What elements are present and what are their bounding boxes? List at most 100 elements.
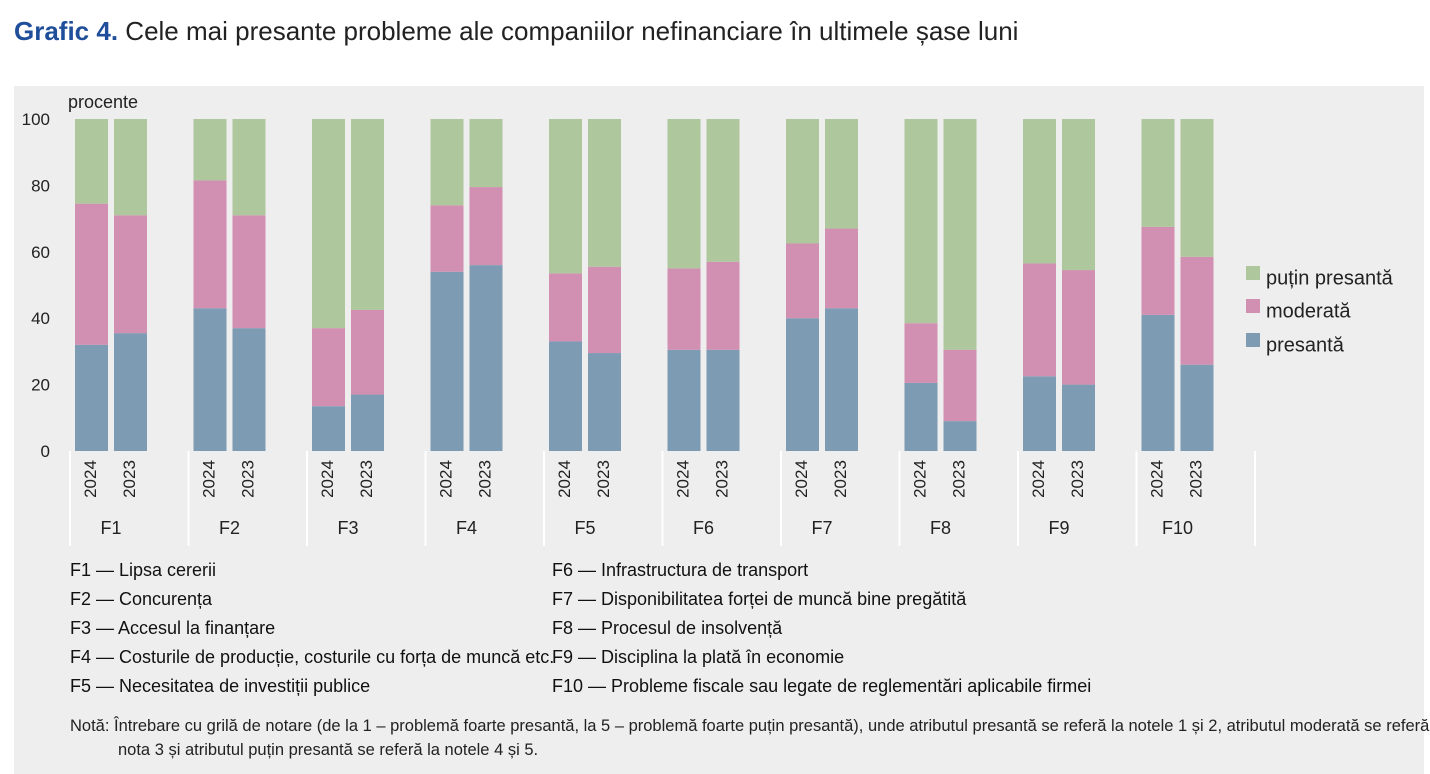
chart-title-text: Cele mai presante probleme ale companiil… [125,16,1019,46]
bar-segment [114,333,147,451]
legend-swatch [1246,266,1260,280]
bar-segment [193,119,227,181]
group-label: F3 [337,518,358,538]
bar-segment [114,119,147,216]
bar-segment [1180,119,1214,257]
y-tick-label: 80 [31,176,50,195]
bar-segment [232,215,266,329]
bar-segment [825,119,858,229]
factor-definitions-right: F6 — Infrastructura de transport F7 — Di… [552,556,1091,701]
x-tick-label: 2024 [81,460,100,498]
group-label: F10 [1162,518,1193,538]
bar-segment [312,119,345,329]
bar-segment [549,273,582,342]
bar-segment [706,261,740,350]
bar-segment [114,215,147,334]
legend-label: moderată [1266,300,1351,322]
x-tick-label: 2023 [594,460,613,498]
bar-segment [667,268,701,350]
x-tick-label: 2024 [1147,460,1166,498]
bar-segment [1141,119,1175,227]
bar-segment [430,205,464,272]
legend-label: presantă [1266,334,1345,356]
bar-segment [549,341,582,451]
bar-segment [588,266,621,354]
y-axis-label: procente [68,92,138,112]
y-tick-label: 60 [31,243,50,262]
x-tick-label: 2023 [357,460,376,498]
chart-note: Notă: Întrebare cu grilă de notare (de l… [70,717,1430,759]
x-tick-label: 2023 [1186,460,1205,498]
bar-segment [1062,270,1095,385]
chart-panel: 0 20 40 60 80 100 procente 2024 2023 F1 2024 2023 F2… [14,86,1430,774]
bar-segment [706,119,740,262]
bar-segment [1062,384,1095,451]
bar-segment [825,228,858,309]
x-tick-label: 2024 [436,460,455,498]
x-tick-label: 2023 [238,460,257,498]
stacked-bar-chart: 0 20 40 60 80 100 procente 2024 2023 F1 2024 2023 F2… [22,92,1394,546]
group-label: F5 [574,518,595,538]
group-label: F9 [1048,518,1069,538]
x-tick-label: 2023 [1068,460,1087,498]
factor-definition: F6 — Infrastructura de transport [552,560,809,580]
x-tick-label: 2024 [318,460,337,498]
bar-segment [943,119,977,350]
group-label: F8 [930,518,951,538]
bar-segment [75,203,108,345]
bar-segment [430,271,464,451]
x-tick-label: 2023 [831,460,850,498]
bar-segment [667,119,701,269]
bar-segment [469,119,503,188]
x-tick-label: 2023 [949,460,968,498]
y-tick-label: 100 [22,110,50,129]
bar-segment [232,119,266,216]
x-tick-label: 2023 [120,460,139,498]
factor-definition: F4 — Costurile de producție, costurile c… [70,647,555,667]
bar-segment [430,119,464,206]
x-tick-label: 2024 [555,460,574,498]
x-tick-label: 2023 [712,460,731,498]
bar-segment [549,119,582,274]
chart-title: Grafic 4. Cele mai presante probleme ale… [14,16,1018,47]
x-tick-label: 2024 [792,460,811,498]
factor-definition: F1 — Lipsa cererii [70,560,217,580]
factor-definition: F9 — Disciplina la plată în economie [552,647,845,667]
bar-segment [232,328,266,451]
x-tick-label: 2024 [1029,460,1048,498]
bar-segment [786,318,819,451]
legend-label: puțin presantă [1266,267,1394,289]
bar-segment [1141,314,1175,451]
bar-segment [193,308,227,451]
x-tick-label: 2024 [673,460,692,498]
group-label: F6 [693,518,714,538]
group-label: F2 [219,518,240,538]
bar-segment [1023,376,1056,451]
factor-definition: F7 — Disponibilitatea forței de muncă bi… [552,589,967,609]
bar-segment [588,119,621,267]
bar-segment [904,382,938,451]
bar-segment [904,323,938,383]
bar-segment [706,349,740,451]
bar-segment [351,309,384,395]
y-tick-label: 0 [41,442,50,461]
bar-segment [588,353,621,451]
bar-segment [1062,119,1095,271]
bar-segment [75,119,108,204]
bar-segment [1023,119,1056,264]
group-label: F4 [456,518,477,538]
factor-definition: F2 — Concurența [70,589,213,609]
legend-swatch [1246,333,1260,347]
bar-segment [943,349,977,422]
bar-segment [312,406,345,451]
bar-segment [786,119,819,244]
group-label: F7 [811,518,832,538]
x-tick-label: 2023 [475,460,494,498]
factor-definition: F5 — Necesitatea de investiții publice [70,676,371,696]
bar-segment [351,119,384,310]
bar-segment [469,265,503,451]
y-tick-label: 20 [31,376,50,395]
group-label: F1 [100,518,121,538]
bar-segment [904,119,938,324]
bar-segment [825,308,858,451]
